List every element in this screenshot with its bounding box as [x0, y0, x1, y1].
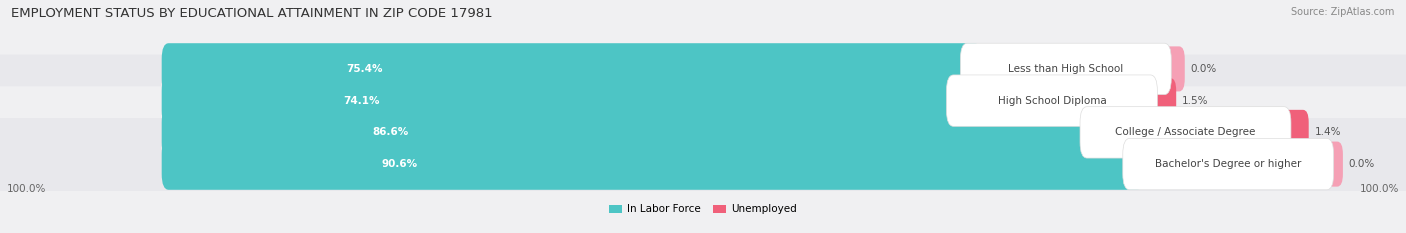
- Text: High School Diploma: High School Diploma: [997, 96, 1107, 106]
- FancyBboxPatch shape: [946, 75, 1157, 126]
- FancyBboxPatch shape: [0, 118, 1406, 210]
- Text: 75.4%: 75.4%: [346, 64, 382, 74]
- Text: 0.0%: 0.0%: [1348, 159, 1375, 169]
- Text: College / Associate Degree: College / Associate Degree: [1115, 127, 1256, 137]
- FancyBboxPatch shape: [1163, 46, 1185, 91]
- Text: 100.0%: 100.0%: [1360, 184, 1399, 194]
- Text: Bachelor's Degree or higher: Bachelor's Degree or higher: [1156, 159, 1302, 169]
- Text: EMPLOYMENT STATUS BY EDUCATIONAL ATTAINMENT IN ZIP CODE 17981: EMPLOYMENT STATUS BY EDUCATIONAL ATTAINM…: [11, 7, 494, 20]
- FancyBboxPatch shape: [1080, 107, 1291, 158]
- FancyBboxPatch shape: [960, 43, 1171, 95]
- FancyBboxPatch shape: [1326, 142, 1343, 187]
- FancyBboxPatch shape: [0, 86, 1406, 178]
- Text: 1.5%: 1.5%: [1182, 96, 1208, 106]
- Text: 90.6%: 90.6%: [381, 159, 418, 169]
- Text: Less than High School: Less than High School: [1008, 64, 1123, 74]
- FancyBboxPatch shape: [1123, 138, 1334, 190]
- FancyBboxPatch shape: [162, 75, 967, 126]
- Legend: In Labor Force, Unemployed: In Labor Force, Unemployed: [605, 200, 801, 219]
- FancyBboxPatch shape: [0, 23, 1406, 115]
- FancyBboxPatch shape: [1282, 110, 1309, 155]
- FancyBboxPatch shape: [162, 107, 1101, 158]
- Text: 0.0%: 0.0%: [1191, 64, 1216, 74]
- Text: 1.4%: 1.4%: [1315, 127, 1341, 137]
- FancyBboxPatch shape: [0, 55, 1406, 147]
- FancyBboxPatch shape: [162, 43, 981, 95]
- Text: 100.0%: 100.0%: [7, 184, 46, 194]
- FancyBboxPatch shape: [162, 138, 1144, 190]
- Text: Source: ZipAtlas.com: Source: ZipAtlas.com: [1291, 7, 1395, 17]
- Text: 86.6%: 86.6%: [373, 127, 409, 137]
- Text: 74.1%: 74.1%: [343, 96, 380, 106]
- FancyBboxPatch shape: [1149, 78, 1177, 123]
